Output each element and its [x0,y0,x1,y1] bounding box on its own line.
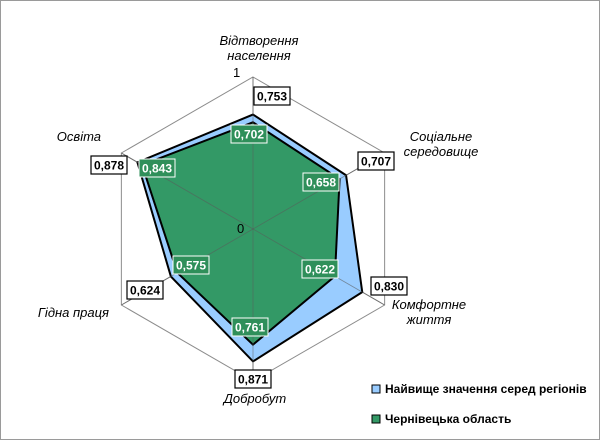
legend-swatch [371,384,381,394]
data-label-oblast-box [231,317,269,337]
tick-label-0: 0 [237,221,244,236]
data-label-highest-box [90,155,128,175]
axis-label: Комфортне життя [392,297,466,327]
data-label-highest-box [370,276,408,296]
axis-label: Відтворення населення [219,33,298,63]
data-label-highest-box [357,151,395,171]
data-label-oblast: 0,575 [176,259,206,273]
radar-labels: 0 1 Відтворення населення Соціальне середовищ… [38,33,479,406]
legend-label: Чернівецька область [385,412,511,426]
data-label-oblast: 0,761 [235,321,265,335]
data-label-oblast: 0,702 [234,128,264,142]
data-label-highest: 0,878 [94,159,124,173]
data-label-highest: 0,753 [257,90,287,104]
legend-label: Найвище значення серед регіонів [385,382,587,396]
tick-label-1: 1 [233,65,240,80]
data-label-highest: 0,871 [238,373,268,387]
data-label-highest: 0,624 [130,284,160,298]
axis-label: Освіта [57,129,101,144]
data-label-highest-box [253,86,291,106]
data-label-highest-box [126,280,164,300]
data-label-oblast: 0,622 [305,263,335,277]
data-label-highest: 0,707 [361,155,391,169]
legend: Найвище значення серед регіонів Чернівець… [371,382,587,426]
data-label-oblast-box [138,158,176,178]
data-label-oblast: 0,658 [306,176,336,190]
data-label-oblast-box [301,259,339,279]
axis-label: Добробут [222,391,287,406]
axis-label: Соціальне середовище [404,129,479,159]
data-label-oblast-box [172,255,210,275]
data-label-oblast-box [302,172,340,192]
axis-label: Гідна праця [38,305,109,320]
data-label-oblast-box [230,124,268,144]
data-label-highest-box [234,369,272,389]
data-label-highest: 0,830 [374,280,404,294]
legend-swatch [371,414,381,424]
data-label-oblast: 0,843 [142,162,172,176]
